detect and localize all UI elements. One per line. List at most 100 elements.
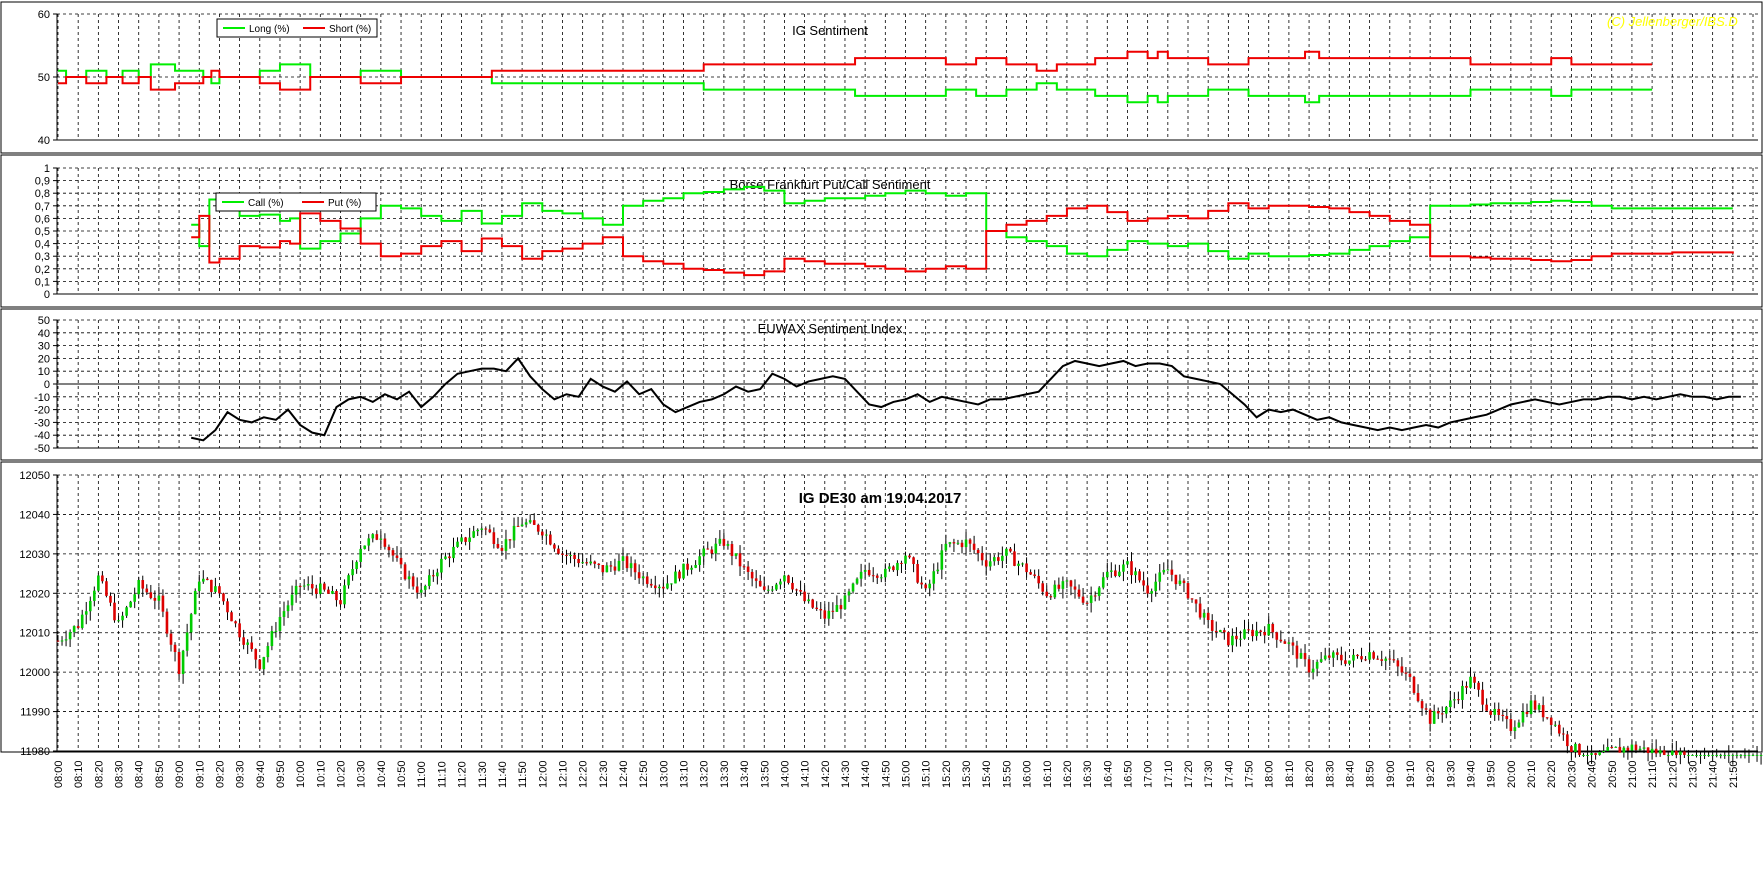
candle-body: [56, 640, 60, 642]
x-tick-label: 15:00: [901, 760, 913, 788]
candle-body: [859, 571, 863, 579]
candle-body: [319, 583, 322, 594]
candle-body: [1392, 659, 1396, 661]
candle-body: [193, 590, 197, 615]
candle-body: [702, 548, 706, 557]
x-tick-label: 09:50: [275, 760, 287, 788]
candle-body: [1618, 746, 1622, 753]
y-tick-label: 1: [44, 163, 50, 175]
y-tick-label: 12040: [19, 509, 50, 521]
candle-body: [137, 580, 141, 595]
candle-body: [1340, 654, 1343, 661]
candle-body: [641, 576, 645, 579]
candle-body: [298, 585, 302, 587]
x-tick-label: 12:10: [557, 760, 569, 788]
x-tick-label: 19:30: [1445, 760, 1457, 788]
candle-body: [306, 584, 310, 586]
chart-title: IG Sentiment: [792, 23, 868, 38]
x-tick-label: 16:30: [1082, 760, 1094, 788]
candle-body: [456, 541, 459, 547]
candle-body: [1658, 750, 1662, 754]
candle-body: [718, 538, 722, 544]
candle-body: [371, 534, 375, 539]
y-tick-label: 11990: [20, 707, 50, 719]
candle-body: [928, 583, 932, 589]
candle-body: [1751, 754, 1755, 756]
y-tick-label: 12000: [19, 667, 50, 679]
candle-body: [738, 553, 742, 567]
candle-body: [1231, 635, 1234, 646]
candle-body: [266, 646, 270, 658]
candle-body: [391, 550, 395, 556]
y-tick-label: 10: [38, 366, 50, 378]
x-tick-label: 08:50: [154, 760, 166, 788]
y-tick-label: -30: [34, 417, 50, 429]
x-tick-label: 09:40: [255, 760, 267, 788]
candle-body: [181, 650, 185, 675]
candle-body: [662, 586, 665, 589]
candle-body: [516, 525, 520, 527]
candle-body: [1529, 700, 1533, 715]
candle-body: [1182, 580, 1186, 584]
candle-body: [1126, 561, 1129, 565]
x-tick-label: 12:20: [578, 760, 590, 788]
x-tick-label: 13:30: [719, 760, 731, 788]
x-tick-label: 14:50: [880, 760, 892, 788]
candle-body: [694, 564, 697, 568]
y-tick-label: 12020: [19, 588, 50, 600]
candle-body: [1085, 602, 1089, 604]
candle-body: [1202, 612, 1206, 618]
y-tick-label: 0: [44, 379, 50, 391]
candle-body: [88, 600, 92, 612]
x-tick-label: 17:10: [1163, 760, 1175, 788]
candle-body: [706, 548, 710, 550]
candle-body: [133, 594, 136, 602]
candle-body: [250, 642, 254, 650]
candle-body: [698, 556, 701, 565]
candle-body: [93, 590, 96, 601]
candle-body: [145, 588, 149, 593]
candle-body: [448, 556, 451, 559]
x-tick-label: 08:00: [53, 760, 65, 788]
candle-body: [1723, 754, 1727, 756]
x-tick-label: 19:40: [1466, 760, 1478, 788]
y-tick-label: 0,6: [35, 213, 50, 225]
candle-body: [714, 543, 718, 554]
candle-body: [492, 532, 496, 544]
candle-body: [843, 595, 847, 610]
candle-body: [722, 538, 726, 546]
candle-body: [932, 571, 936, 584]
candle-body: [1162, 569, 1166, 573]
candle-body: [1029, 572, 1032, 575]
time-axis: 08:00 08:10 08:20 08:30 08:40 08:50 09:00 09:10…: [53, 760, 1740, 788]
candle-body: [972, 543, 976, 550]
candle-body: [1009, 548, 1012, 552]
candle-body: [855, 578, 859, 584]
candle-body: [964, 539, 968, 548]
candle-body: [1255, 630, 1258, 637]
candle-body: [197, 581, 201, 591]
candle-body: [1251, 629, 1254, 637]
x-tick-label: 11:10: [436, 761, 448, 788]
candle-body: [1473, 676, 1476, 683]
candle-body: [121, 615, 124, 621]
x-tick-label: 18:00: [1264, 760, 1276, 788]
candle-body: [1541, 705, 1545, 718]
candle-body: [682, 563, 685, 579]
candle-body: [1731, 754, 1735, 756]
candle-body: [1073, 586, 1077, 590]
candle-body: [464, 537, 467, 542]
candle-body: [177, 651, 181, 675]
candle-body: [520, 524, 524, 527]
y-tick-label: 0,5: [35, 226, 50, 238]
candle-body: [1198, 603, 1202, 618]
candle-body: [411, 576, 415, 587]
candle-body: [1420, 701, 1424, 709]
candle-body: [173, 644, 177, 652]
candle-body: [581, 562, 584, 564]
candle-body: [980, 553, 984, 561]
candle-body: [875, 575, 879, 578]
candle-body: [920, 582, 923, 585]
